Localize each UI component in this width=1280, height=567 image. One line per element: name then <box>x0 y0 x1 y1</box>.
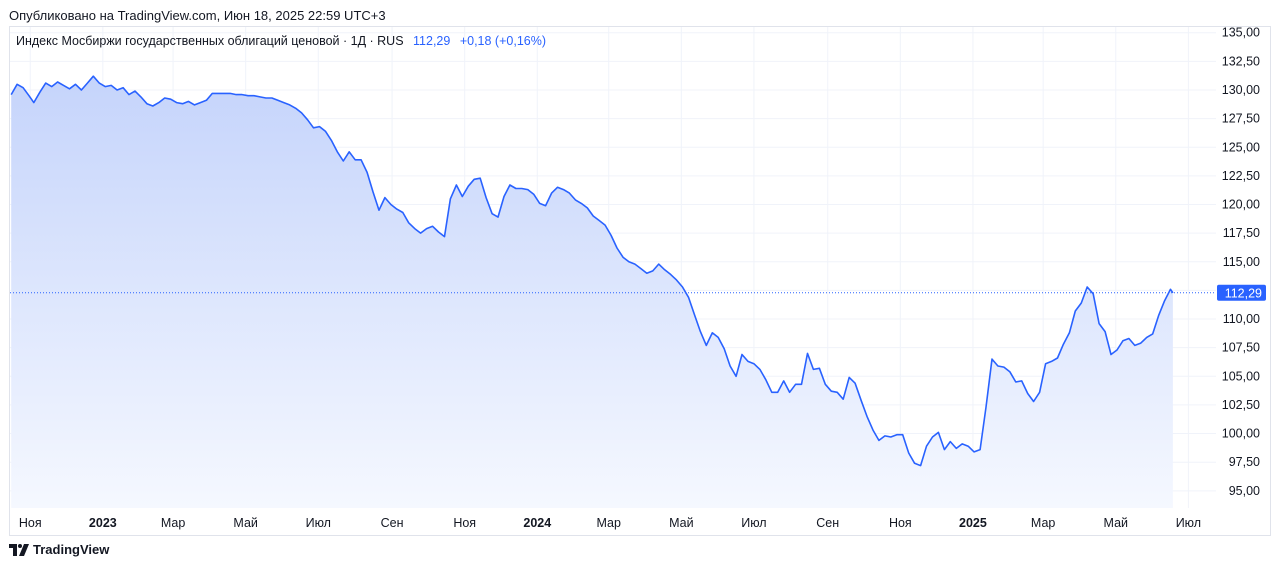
x-tick-label: Мар <box>596 516 621 530</box>
last-price-marker: 112,29 <box>10 284 1266 301</box>
series-line <box>10 75 1174 467</box>
y-tick-label: 122,50 <box>1222 169 1260 183</box>
y-tick-label: 110,00 <box>1223 312 1260 326</box>
price-line <box>10 75 1174 467</box>
chart-frame <box>9 26 1271 536</box>
x-tick-label: Ноя <box>889 516 912 530</box>
footer-brand[interactable]: TradingView <box>9 542 109 557</box>
legend-title: Индекс Мосбиржи государственных облигаци… <box>16 34 404 48</box>
y-tick-label: 125,00 <box>1222 140 1260 154</box>
x-tick-label: Май <box>1104 516 1129 530</box>
y-tick-label: 130,00 <box>1222 83 1260 97</box>
y-tick-label: 102,50 <box>1222 398 1260 412</box>
tradingview-logo-icon <box>9 543 29 556</box>
x-tick-label: Июл <box>741 516 766 530</box>
y-axis[interactable]: 95,00 97,50 100,00 102,50 105,00 107,50 110,00… <box>1222 26 1260 498</box>
footer-brand-text: TradingView <box>33 542 110 557</box>
y-tick-label: 115,00 <box>1223 255 1260 269</box>
legend-last-value: 112,29 <box>413 34 451 48</box>
chart-legend: Индекс Мосбиржи государственных облигаци… <box>16 34 546 48</box>
x-tick-label: Июл <box>1176 516 1201 530</box>
x-tick-label: 2023 <box>89 516 117 530</box>
x-tick-label: Ноя <box>453 516 476 530</box>
y-tick-label: 132,50 <box>1222 54 1260 68</box>
y-tick-label: 120,00 <box>1222 198 1260 212</box>
y-tick-label: 95,00 <box>1229 484 1260 498</box>
x-tick-label: Сен <box>381 516 404 530</box>
x-tick-label: Мар <box>1031 516 1056 530</box>
y-tick-label: 127,50 <box>1222 112 1260 126</box>
last-price-badge <box>1217 284 1266 301</box>
x-tick-label: Сен <box>816 516 839 530</box>
area-fill <box>11 76 1173 508</box>
last-price-label: 112,29 <box>1225 286 1262 300</box>
x-axis[interactable]: Ноя 2023 Мар Май Июл Сен Ноя 2024 Мар Май Июл Сен Но… <box>19 516 1201 530</box>
x-tick-label: Май <box>233 516 258 530</box>
published-note: Опубликовано на TradingView.com, Июн 18,… <box>9 8 386 23</box>
y-tick-label: 97,50 <box>1229 455 1260 469</box>
y-tick-label: 107,50 <box>1222 341 1260 355</box>
area-path <box>11 76 1173 508</box>
x-tick-label: Май <box>669 516 694 530</box>
x-tick-label: Июл <box>306 516 331 530</box>
y-tick-label: 100,00 <box>1222 427 1260 441</box>
x-tick-label: 2024 <box>523 516 551 530</box>
y-tick-label: 135,00 <box>1222 26 1260 40</box>
legend-change: +0,18 (+0,16%) <box>459 34 546 48</box>
x-tick-label: 2025 <box>959 516 987 530</box>
y-tick-label: 117,50 <box>1223 226 1260 240</box>
y-tick-label: 105,00 <box>1222 369 1260 383</box>
x-tick-label: Ноя <box>19 516 42 530</box>
x-tick-label: Мар <box>161 516 186 530</box>
